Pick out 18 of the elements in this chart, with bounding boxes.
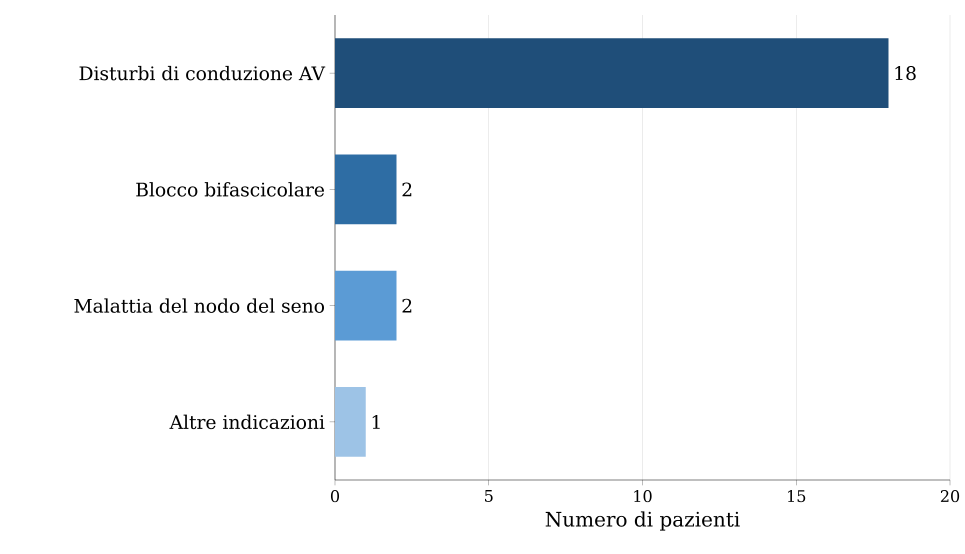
x-tick-label: 20 [940,490,960,502]
data-label: 2 [402,182,412,196]
x-tick-label: 15 [788,490,806,502]
data-label: 18 [895,66,916,80]
y-tick-label: Blocco bifascicolare [136,182,324,197]
x-axis-title: Numero di pazienti [546,511,740,531]
x-tick-label: 5 [485,490,493,502]
bar [335,387,366,457]
bar [335,154,396,224]
bar [335,38,888,108]
x-tick-label: 0 [330,490,340,502]
data-label: 1 [372,414,380,429]
data-label: 2 [402,298,412,313]
bar [335,270,396,341]
y-tick-label: Disturbi di conduzione AV [80,66,326,80]
y-tick-label: Malattia del nodo del seno [74,298,324,313]
y-tick-label: Altre indicazioni [169,414,325,430]
x-tick-label: 10 [634,490,652,502]
